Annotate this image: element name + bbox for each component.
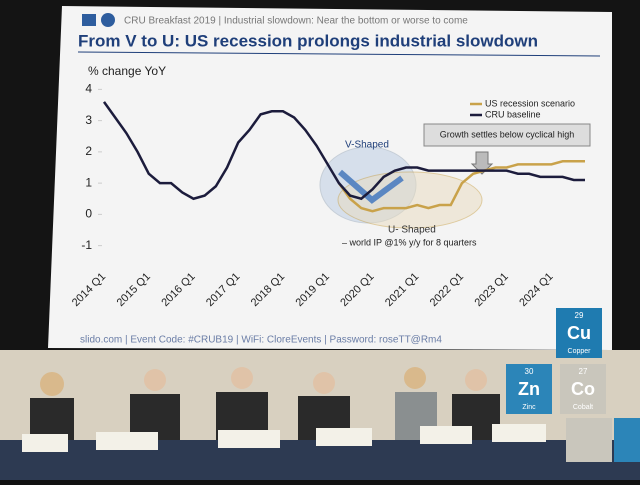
element-number: 27: [579, 367, 588, 376]
series-line: [337, 160, 585, 213]
element-name: Copper: [568, 348, 592, 355]
element-name: Cobalt: [573, 404, 593, 411]
chart-title: From V to U: US recession prolongs indus…: [78, 31, 538, 50]
logo: [82, 14, 96, 26]
name-cards: [22, 424, 546, 452]
slide-header: CRU Breakfast 2019 | Industrial slowdown…: [124, 16, 468, 27]
y-axis-label: % change YoY: [88, 64, 166, 78]
u-highlight: [337, 171, 483, 229]
legend-label: CRU baseline: [485, 109, 541, 119]
y-tick-label: 3: [85, 113, 92, 127]
v-arrow: [338, 169, 404, 204]
element-number: 30: [525, 367, 534, 376]
element-symbol: Zn: [518, 379, 540, 399]
element-symbol: Co: [571, 379, 595, 399]
y-tick-label: 4: [85, 82, 92, 96]
element-tile: [614, 418, 640, 462]
legend-label: US recession scenario: [485, 98, 575, 108]
element-name: Zinc: [522, 404, 536, 411]
element-symbol: Cu: [567, 323, 591, 343]
element-tile: [506, 364, 552, 414]
y-tick-label: 0: [85, 207, 92, 221]
annotation: Growth settles below cyclical high: [440, 129, 575, 139]
element-tile: [560, 364, 606, 414]
annotation-box: [423, 123, 591, 147]
y-tick-label: 1: [85, 175, 92, 189]
element-tile: [556, 308, 602, 358]
series-line: [102, 101, 585, 201]
annotation: – world IP @1% y/y for 8 quarters: [342, 237, 477, 247]
annotation: U- Shaped: [388, 225, 436, 236]
title-rule: [77, 51, 601, 57]
footer: slido.com | Event Code: #CRUB19 | WiFi: …: [80, 335, 442, 346]
y-tick-label: -1: [81, 238, 92, 252]
logo-badge: [101, 13, 115, 27]
element-tile: [566, 418, 612, 462]
annotation: V-Shaped: [345, 140, 389, 151]
y-tick-label: 2: [85, 144, 92, 158]
element-number: 29: [575, 311, 584, 320]
